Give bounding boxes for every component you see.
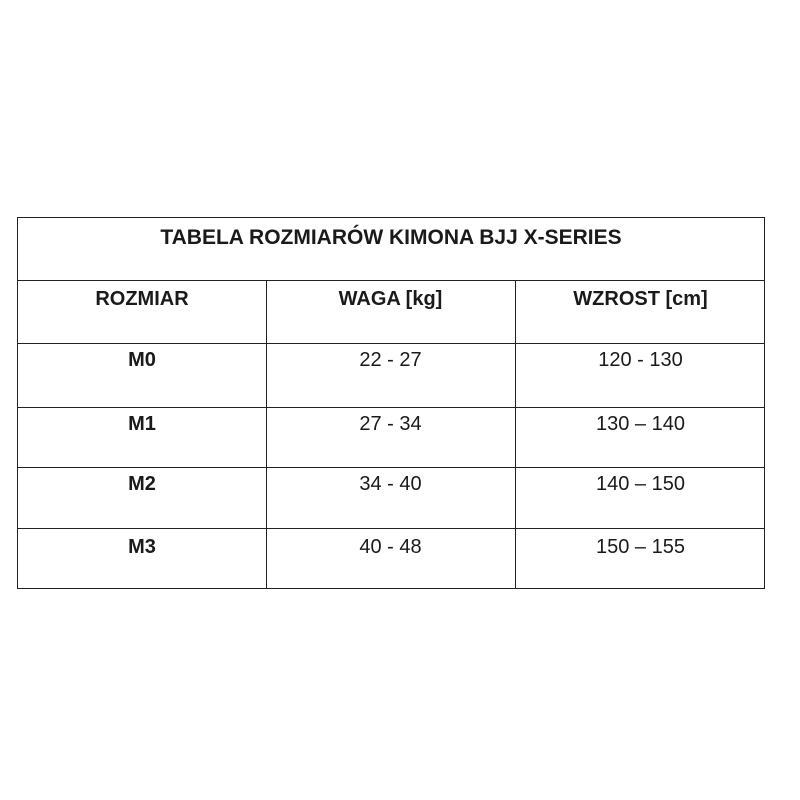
row-weight: 22 - 27 xyxy=(359,349,422,371)
row-weight: 34 - 40 xyxy=(359,473,422,495)
header-size: ROZMIAR xyxy=(95,288,189,310)
row-size: M0 xyxy=(128,349,156,371)
header-weight: WAGA [kg] xyxy=(338,288,443,310)
row-height: 140 – 150 xyxy=(596,473,685,495)
row-height: 130 – 140 xyxy=(596,413,685,435)
divider xyxy=(18,467,764,468)
row-size: M1 xyxy=(128,413,156,435)
row-size: M3 xyxy=(128,536,156,558)
divider xyxy=(18,280,764,281)
divider xyxy=(266,280,267,588)
divider xyxy=(18,407,764,408)
divider xyxy=(515,280,516,588)
row-height: 150 – 155 xyxy=(596,536,685,558)
row-weight: 27 - 34 xyxy=(359,413,422,435)
table-title: TABELA ROZMIARÓW KIMONA BJJ X-SERIES xyxy=(160,226,622,249)
divider xyxy=(18,528,764,529)
row-weight: 40 - 48 xyxy=(359,536,422,558)
divider xyxy=(18,343,764,344)
row-size: M2 xyxy=(128,473,156,495)
row-height: 120 - 130 xyxy=(598,349,683,371)
size-table: TABELA ROZMIARÓW KIMONA BJJ X-SERIES ROZ… xyxy=(17,217,765,589)
header-height: WZROST [cm] xyxy=(573,288,708,310)
